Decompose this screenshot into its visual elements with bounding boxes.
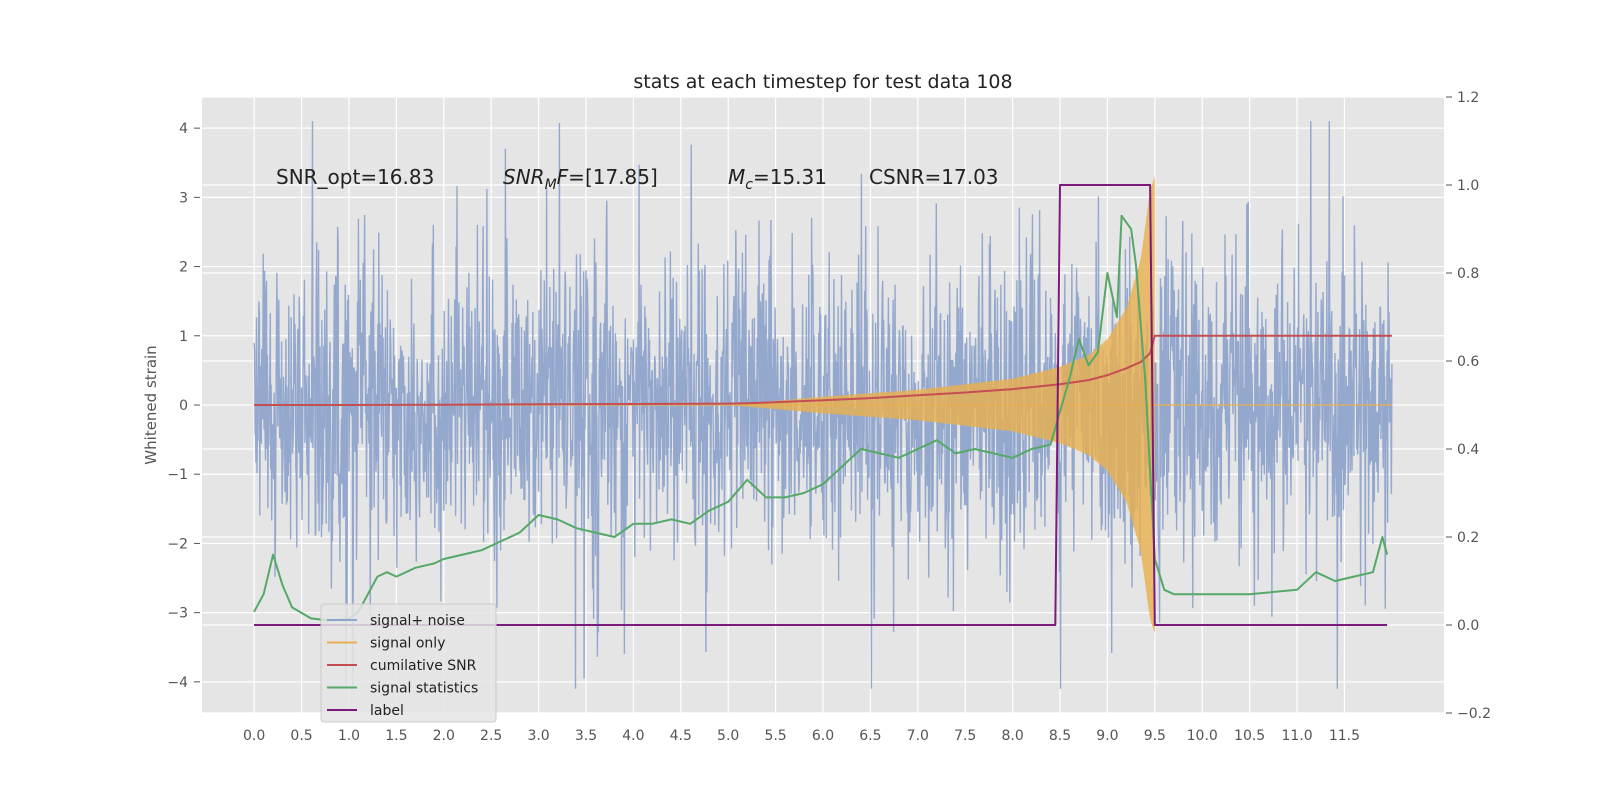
signal-noise-line (253, 121, 1393, 689)
signal-statistics-line (253, 214, 1389, 622)
y-tick-label: 1 (179, 329, 188, 345)
y-tick-label: −1 (167, 467, 188, 483)
annotation-snr-mf-label: SNRMF=[17.85] (503, 165, 658, 193)
x-tick-label: 4.5 (670, 728, 692, 744)
x-tick-label: 8.0 (1001, 728, 1023, 744)
legend-item-label: label (370, 703, 404, 719)
x-tick-label: 10.0 (1187, 728, 1218, 744)
y-tick-label: 3 (179, 190, 188, 206)
x-tick-label: 7.0 (907, 728, 929, 744)
y-tick-label: 4 (179, 121, 188, 137)
x-tick-label: 3.5 (575, 728, 597, 744)
y-right-tick-label: 1.0 (1457, 178, 1479, 194)
y-right-tick-label: 0.8 (1457, 266, 1479, 282)
x-tick-label: 10.5 (1234, 728, 1265, 744)
axis-ticks: 0.0 0.5 1.0 1.5 2.0 2.5 3.0 3.5 4.0 4.5 5.0 5.5 6.0 6… (167, 90, 1491, 744)
x-tick-label: 2.5 (480, 728, 502, 744)
y-tick-label: −3 (167, 606, 188, 622)
x-tick-label: 11.0 (1281, 728, 1312, 744)
x-tick-label: 5.0 (717, 728, 739, 744)
y-tick-label: 2 (179, 260, 188, 276)
label-line (254, 184, 1388, 626)
y-tick-label: 0 (179, 398, 188, 414)
x-tick-label: 2.0 (433, 728, 455, 744)
series-signal-noise (253, 121, 1393, 689)
annotation-snr-mf: [17.85] (585, 165, 658, 189)
x-tick-label: 11.5 (1329, 728, 1360, 744)
y-right-tick-label: 0.2 (1457, 530, 1479, 546)
x-tick-label: 6.0 (812, 728, 834, 744)
y-right-tick-label: 0.4 (1457, 442, 1479, 458)
series-lines (253, 184, 1392, 626)
y-right-tick-label: −0.2 (1457, 706, 1491, 722)
y-right-tick-label: 0.0 (1457, 618, 1479, 634)
x-tick-label: 8.5 (1049, 728, 1071, 744)
legend-item-label: signal statistics (370, 681, 478, 697)
y-tick-label: −4 (167, 675, 188, 691)
annotation-csnr: CSNR=17.03 (869, 165, 999, 189)
y-right-tick-label: 0.6 (1457, 354, 1479, 370)
x-tick-label: 9.5 (1144, 728, 1166, 744)
x-tick-label: 0.0 (243, 728, 265, 744)
x-tick-label: 0.5 (290, 728, 312, 744)
legend-box (320, 603, 497, 723)
y-right-tick-label: 1.2 (1457, 90, 1479, 106)
legend-item-label: cumilative SNR (370, 658, 477, 674)
x-tick-label: 1.0 (338, 728, 360, 744)
x-tick-label: 4.0 (622, 728, 644, 744)
legend: signal+ noise signal only cumilative SNR si… (320, 603, 497, 723)
x-tick-label: 5.5 (764, 728, 786, 744)
annotation-snr-opt: SNR_opt=16.83 (276, 165, 434, 189)
legend-item-label: signal only (370, 636, 445, 652)
y-tick-label: −2 (167, 536, 188, 552)
x-tick-label: 1.5 (385, 728, 407, 744)
x-tick-label: 6.5 (859, 728, 881, 744)
annotation-mc: 15.31 (770, 165, 827, 189)
x-tick-label: 3.0 (527, 728, 549, 744)
annotation-mc-label: Mc=15.31 (728, 165, 827, 193)
y-axis-label: Whitened strain (142, 345, 160, 464)
x-tick-label: 7.5 (954, 728, 976, 744)
chart-title: stats at each timestep for test data 108 (633, 71, 1012, 93)
legend-item-label: signal+ noise (370, 613, 465, 629)
x-tick-label: 9.0 (1096, 728, 1118, 744)
